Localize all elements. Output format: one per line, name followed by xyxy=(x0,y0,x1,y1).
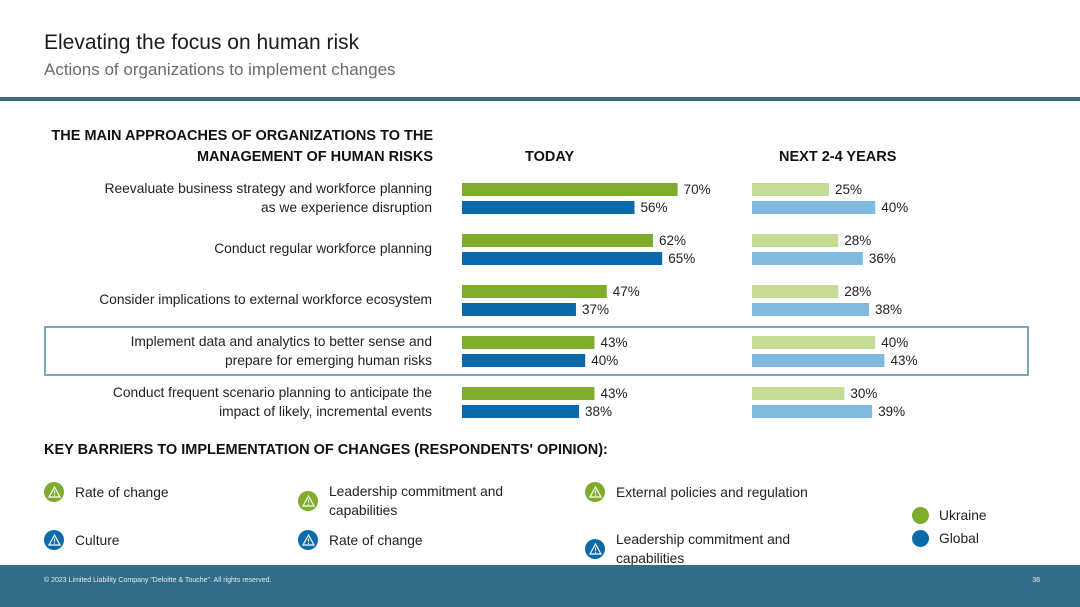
legend-label: Ukraine xyxy=(939,508,987,523)
panel-header-next: NEXT 2-4 YEARS xyxy=(779,149,897,165)
panel-header-today: TODAY xyxy=(525,149,575,165)
category-label-line: Implement data and analytics to better s… xyxy=(130,334,432,349)
data-label: 43% xyxy=(890,353,917,368)
warning-icon xyxy=(298,491,318,511)
warning-icon xyxy=(585,482,605,502)
data-label: 47% xyxy=(613,284,640,299)
data-label: 70% xyxy=(684,182,711,197)
bar-ukraine-next xyxy=(752,234,839,247)
data-label: 38% xyxy=(585,404,612,419)
bar-global-next xyxy=(752,405,873,418)
category-label: Conduct regular workforce planning xyxy=(40,239,432,258)
category-label: Conduct frequent scenario planning to an… xyxy=(40,383,432,421)
header-divider xyxy=(0,97,1080,101)
page-title: Elevating the focus on human risk xyxy=(44,31,360,54)
barrier-item: Leadership commitment and capabilities xyxy=(298,482,529,520)
barrier-label: External policies and regulation xyxy=(616,484,808,500)
category-label: Consider implications to external workfo… xyxy=(40,290,432,309)
category-label: Implement data and analytics to better s… xyxy=(40,332,432,370)
bar-global-next xyxy=(752,354,885,367)
bar-ukraine-today xyxy=(462,336,595,349)
bar-ukraine-next xyxy=(752,285,839,298)
barrier-item: Culture xyxy=(44,530,119,550)
data-label: 38% xyxy=(875,302,902,317)
barrier-item: Leadership commitment and capabilities xyxy=(585,530,816,568)
data-label: 43% xyxy=(600,335,627,350)
barrier-label: Rate of change xyxy=(329,532,423,548)
barrier-label: Leadership commitment and capabilities xyxy=(616,532,791,566)
warning-icon xyxy=(44,482,64,502)
category-label-line: as we experience disruption xyxy=(260,200,432,215)
data-label: 25% xyxy=(835,182,862,197)
bar-global-today xyxy=(462,405,580,418)
category-label-line: impact of likely, incremental events xyxy=(219,404,432,419)
barrier-label: Rate of change xyxy=(75,484,169,500)
legend-label: Global xyxy=(939,531,979,546)
copyright: © 2023 Limited Liability Company "Deloit… xyxy=(44,577,272,584)
data-label: 28% xyxy=(844,284,871,299)
category-label-line: Consider implications to external workfo… xyxy=(99,292,432,307)
bar-ukraine-next xyxy=(752,387,845,400)
legend-swatch xyxy=(912,530,929,547)
chart-title: THE MAIN APPROACHES OF ORGANIZATIONS TO … xyxy=(51,128,433,165)
bar-global-today xyxy=(462,201,635,214)
data-label: 40% xyxy=(881,200,908,215)
data-label: 62% xyxy=(659,233,686,248)
barriers-title: KEY BARRIERS TO IMPLEMENTATION OF CHANGE… xyxy=(44,442,608,458)
bar-ukraine-next xyxy=(752,336,876,349)
bar-chart: 70% 62% 47% 43% 43% 56% 65% 37% 40% 38% 25% 28% 28% 4… xyxy=(462,182,917,419)
bar-ukraine-today xyxy=(462,285,607,298)
data-label: 28% xyxy=(844,233,871,248)
category-label: Reevaluate business strategy and workfor… xyxy=(40,179,433,217)
data-label: 40% xyxy=(881,335,908,350)
category-label-line: Conduct regular workforce planning xyxy=(214,241,432,256)
data-label: 65% xyxy=(668,251,695,266)
barrier-label: Leadership commitment and capabilities xyxy=(329,484,504,518)
bar-global-next xyxy=(752,201,876,214)
bar-ukraine-today xyxy=(462,234,653,247)
legend-item-ukraine: Ukraine xyxy=(912,507,987,524)
bar-ukraine-today xyxy=(462,183,678,196)
legend-swatch xyxy=(912,507,929,524)
bar-global-today xyxy=(462,252,663,265)
data-label: 30% xyxy=(850,386,877,401)
data-label: 43% xyxy=(600,386,627,401)
barrier-item: External policies and regulation xyxy=(585,482,808,502)
category-label-line: Conduct frequent scenario planning to an… xyxy=(112,385,432,400)
category-label-line: Reevaluate business strategy and workfor… xyxy=(104,181,433,196)
bar-ukraine-next xyxy=(752,183,829,196)
warning-icon xyxy=(585,539,605,559)
page-subtitle: Actions of organizations to implement ch… xyxy=(44,60,396,79)
data-label: 36% xyxy=(869,251,896,266)
data-label: 37% xyxy=(582,302,609,317)
footer-bar: © 2023 Limited Liability Company "Deloit… xyxy=(0,565,1080,607)
legend-item-global: Global xyxy=(912,530,979,547)
bar-global-next xyxy=(752,303,870,316)
barrier-item: Rate of change xyxy=(298,530,423,550)
data-label: 56% xyxy=(640,200,667,215)
bar-global-today xyxy=(462,303,576,316)
data-label: 39% xyxy=(878,404,905,419)
warning-icon xyxy=(298,530,318,550)
bar-global-today xyxy=(462,354,586,367)
page-number: 38 xyxy=(1032,577,1040,584)
highlighted-row-frame xyxy=(44,326,1029,376)
category-label-line: prepare for emerging human risks xyxy=(224,353,432,368)
bar-global-next xyxy=(752,252,863,265)
bar-ukraine-today xyxy=(462,387,595,400)
barrier-label: Culture xyxy=(75,532,120,548)
barrier-item: Rate of change xyxy=(44,482,169,502)
data-label: 40% xyxy=(591,353,618,368)
warning-icon xyxy=(44,530,64,550)
